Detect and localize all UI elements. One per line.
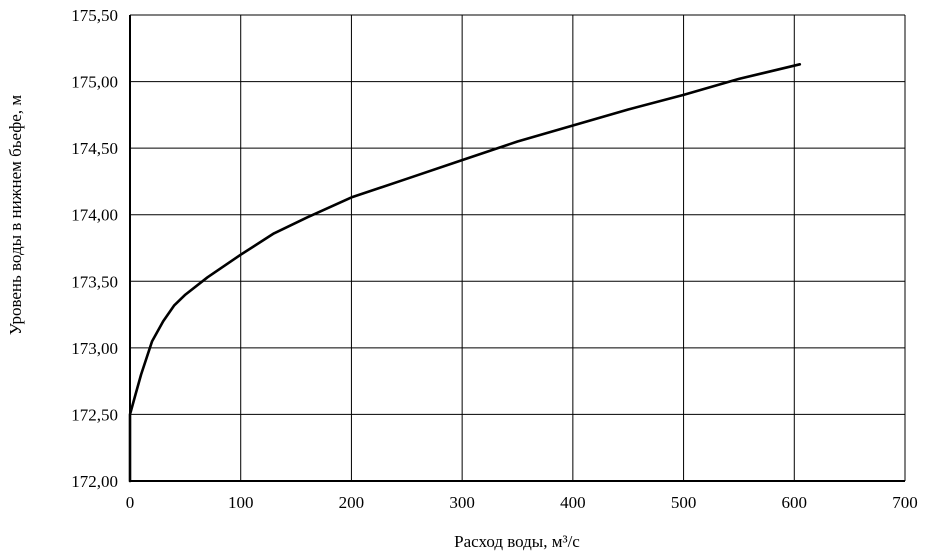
y-tick-label: 174,00	[71, 206, 118, 225]
y-axis-title: Уровень воды в нижнем бьефе, м	[6, 95, 25, 335]
x-axis-title: Расход воды, м³/с	[454, 532, 580, 551]
x-tick-label: 300	[449, 493, 475, 512]
y-tick-label: 175,00	[71, 73, 118, 92]
x-tick-label: 500	[671, 493, 697, 512]
x-tick-label: 100	[228, 493, 254, 512]
y-tick-label: 173,00	[71, 339, 118, 358]
x-tick-label: 400	[560, 493, 586, 512]
x-tick-label: 0	[126, 493, 135, 512]
y-tick-label: 174,50	[71, 139, 118, 158]
y-tick-label: 172,00	[71, 472, 118, 491]
x-tick-label: 700	[892, 493, 918, 512]
x-tick-labels: 0 100 200 300 400 500 600 700	[126, 493, 918, 512]
series-layer	[128, 63, 802, 483]
y-tick-labels: 172,00 172,50 173,00 173,50 174,00 174,50 175,…	[71, 6, 118, 491]
series-line	[128, 63, 802, 483]
y-tick-label: 175,50	[71, 6, 118, 25]
x-tick-label: 200	[339, 493, 365, 512]
grid	[130, 14, 906, 481]
y-tick-label: 172,50	[71, 405, 118, 424]
x-tick-label: 600	[782, 493, 808, 512]
axes	[129, 15, 905, 482]
y-tick-label: 173,50	[71, 272, 118, 291]
